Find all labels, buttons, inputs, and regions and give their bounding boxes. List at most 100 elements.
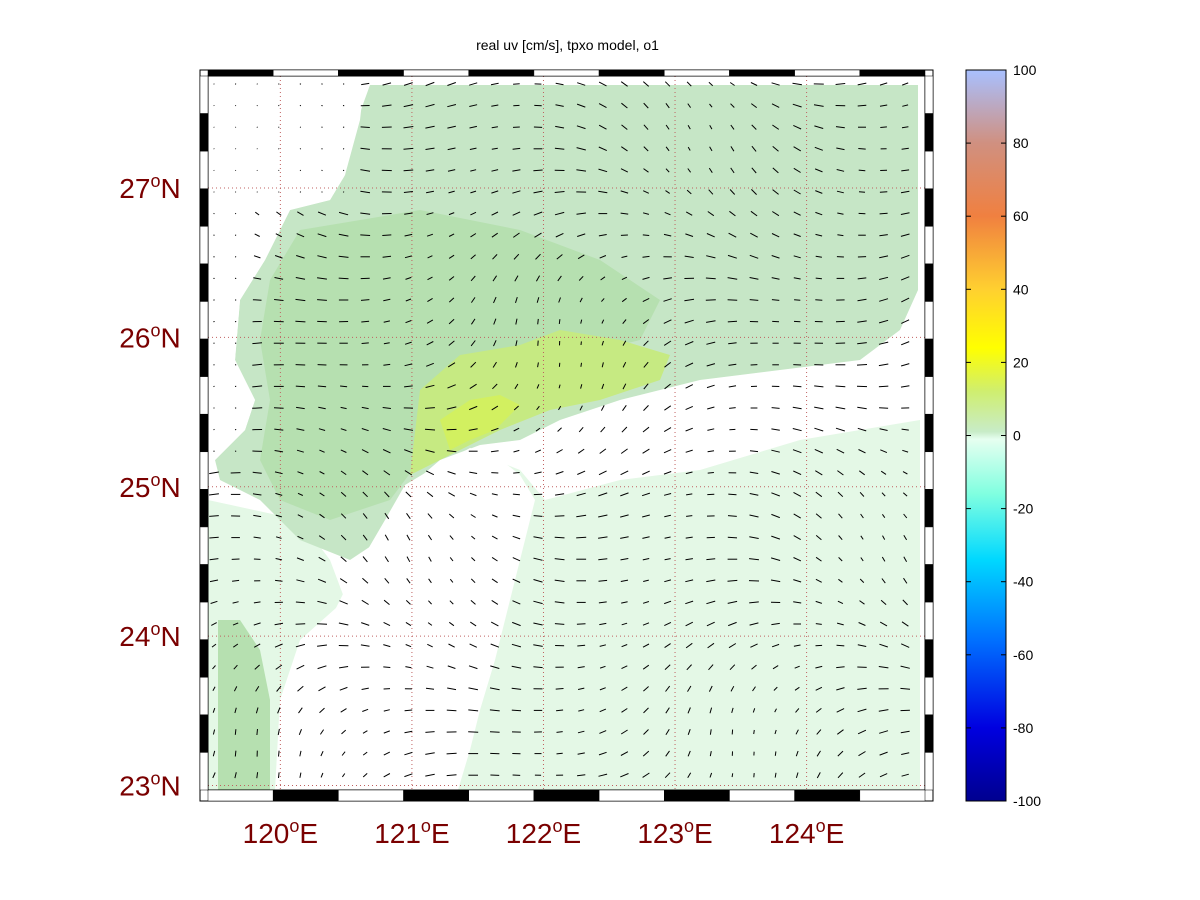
current-vector [580, 362, 582, 367]
current-vector [384, 491, 390, 498]
current-vector [426, 362, 434, 367]
current-vector [470, 297, 476, 303]
current-vector [533, 515, 543, 517]
current-vector [880, 470, 887, 475]
frame-segment [199, 601, 209, 640]
current-vector [577, 644, 586, 647]
current-vector [727, 536, 738, 539]
frame-segment [199, 263, 209, 302]
current-vector [749, 536, 759, 539]
frame-segment [272, 789, 339, 802]
current-vector [361, 622, 370, 626]
current-vector [642, 643, 650, 648]
current-vector [858, 772, 866, 778]
longitude-label: 123oE [637, 816, 712, 849]
current-vector [533, 644, 543, 647]
current-vector [557, 275, 562, 282]
current-vector [295, 277, 306, 280]
frame-segment [199, 113, 209, 152]
current-vector [706, 341, 716, 345]
current-vector [642, 772, 650, 778]
current-vector [340, 449, 347, 453]
current-vector [598, 558, 608, 561]
current-vector [295, 623, 306, 625]
current-vector [879, 621, 888, 627]
current-vector [447, 665, 456, 669]
current-vector [403, 104, 414, 108]
current-vector [664, 621, 672, 627]
current-vector [555, 82, 564, 86]
current-vector [879, 276, 889, 280]
frame-segment [924, 639, 934, 678]
current-vector [278, 169, 280, 172]
frame-segment [199, 376, 209, 415]
current-vector [490, 82, 499, 86]
current-vector [771, 471, 780, 475]
current-vector [297, 492, 304, 496]
current-vector [598, 514, 608, 518]
current-vector [816, 772, 821, 779]
current-vector [558, 384, 561, 389]
current-vector [664, 514, 672, 518]
current-vector [405, 298, 412, 302]
current-vector [598, 190, 608, 194]
current-vector [340, 406, 347, 410]
current-vector [448, 513, 455, 519]
current-vector [425, 384, 435, 388]
current-vector [749, 514, 759, 518]
current-vector [685, 233, 694, 237]
current-vector [253, 536, 261, 539]
current-vector [706, 558, 716, 561]
current-vector [900, 254, 910, 259]
colorbar-label: 100 [1013, 62, 1037, 78]
current-vector [774, 751, 777, 756]
current-vector [296, 579, 305, 583]
current-vector [879, 730, 889, 734]
current-vector [405, 491, 412, 498]
current-vector [598, 536, 608, 539]
current-vector [859, 600, 865, 605]
current-vector [687, 168, 692, 173]
current-vector [274, 643, 283, 648]
current-vector [470, 275, 476, 282]
current-vector [857, 104, 867, 107]
current-vector [492, 254, 498, 260]
current-vector [382, 428, 391, 432]
current-vector [774, 772, 777, 778]
current-vector [428, 600, 432, 605]
current-vector [749, 493, 759, 496]
current-vector [405, 666, 412, 669]
current-vector [449, 621, 455, 627]
current-vector [554, 623, 565, 625]
current-vector [513, 427, 520, 432]
current-vector [512, 621, 521, 627]
current-vector [425, 190, 435, 194]
current-vector [578, 275, 584, 281]
current-vector [555, 104, 564, 107]
current-vector [340, 513, 347, 519]
current-vector [814, 125, 824, 129]
current-vector [252, 385, 263, 388]
current-vector [278, 126, 280, 128]
current-vector [880, 599, 887, 605]
current-vector [513, 449, 520, 453]
current-vector [425, 773, 435, 777]
frame-segment [729, 789, 795, 802]
graticule [208, 76, 925, 790]
current-vector [576, 125, 586, 130]
current-vector [859, 470, 865, 476]
current-vector [900, 687, 911, 690]
current-vector [838, 513, 843, 519]
frame-segment [924, 714, 934, 753]
current-vector [663, 298, 672, 302]
current-vector [772, 146, 779, 152]
current-vector [643, 361, 649, 368]
current-vector [295, 298, 306, 302]
current-vector [513, 232, 520, 238]
current-vector [491, 169, 499, 172]
current-vector [793, 579, 802, 583]
current-vector [879, 407, 889, 409]
current-vector [751, 189, 757, 195]
current-vector [209, 493, 219, 496]
frame-segment [924, 263, 934, 302]
